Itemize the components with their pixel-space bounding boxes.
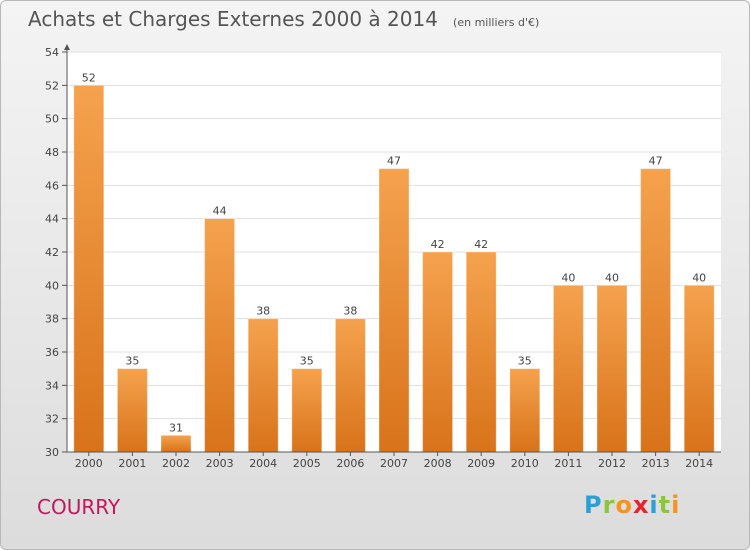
x-tick-label: 2001 <box>118 457 146 470</box>
y-tick-label: 36 <box>45 346 59 359</box>
bars <box>73 84 715 453</box>
x-tick-label: 2011 <box>554 457 582 470</box>
x-tick-label: 2000 <box>75 457 103 470</box>
bar <box>161 435 191 452</box>
y-tick-label: 44 <box>45 213 59 226</box>
title-row: Achats et Charges Externes 2000 à 2014 (… <box>28 7 539 31</box>
y-tick-label: 38 <box>45 313 59 326</box>
x-tick-label: 2010 <box>511 457 539 470</box>
data-labels: 52 35 31 44 38 35 38 47 42 42 35 40 40 47 40 <box>82 71 706 434</box>
data-label: 35 <box>300 355 314 368</box>
x-tick-label: 2004 <box>249 457 277 470</box>
data-label: 38 <box>343 305 357 318</box>
logo-letter: r <box>602 491 616 519</box>
data-label: 47 <box>387 155 401 168</box>
data-label: 40 <box>692 271 706 284</box>
data-label: 47 <box>649 155 663 168</box>
x-tick-label: 2005 <box>293 457 321 470</box>
y-tick-label: 50 <box>45 113 59 126</box>
y-tick-label: 30 <box>45 446 59 459</box>
x-tick-label: 2012 <box>598 457 626 470</box>
bar <box>509 368 540 452</box>
y-tick-label: 40 <box>45 279 59 292</box>
logo-letter: o <box>615 491 633 519</box>
logo-letter: i <box>649 491 659 519</box>
bar <box>73 85 104 452</box>
data-label: 31 <box>169 421 183 434</box>
x-tick-label: 2006 <box>336 457 364 470</box>
x-tick-label: 2003 <box>206 457 234 470</box>
y-tick-label: 32 <box>45 413 59 426</box>
data-label: 42 <box>431 238 445 251</box>
data-label: 38 <box>256 305 270 318</box>
logo-letter: i <box>671 491 681 519</box>
bar <box>422 252 453 452</box>
y-tick-label: 46 <box>45 179 59 192</box>
y-tick-label: 34 <box>45 379 59 392</box>
commune-name: COURRY <box>37 495 121 519</box>
bar <box>379 168 409 452</box>
bar <box>291 368 322 452</box>
bar <box>335 318 366 452</box>
x-tick-label: 2009 <box>467 457 495 470</box>
data-label: 52 <box>82 71 96 84</box>
chart-subtitle: (en milliers d'€) <box>453 16 540 29</box>
x-tick-label: 2007 <box>380 457 408 470</box>
y-tick-label: 52 <box>45 79 59 92</box>
bar <box>684 285 715 452</box>
chart-title: Achats et Charges Externes 2000 à 2014 <box>28 7 438 31</box>
y-tick-label: 42 <box>45 246 59 259</box>
x-tick-label: 2008 <box>424 457 452 470</box>
logo-letter: P <box>584 491 603 519</box>
proxiti-logo[interactable]: Proxiti <box>584 491 680 519</box>
bar <box>204 218 235 452</box>
y-tick-label: 48 <box>45 146 59 159</box>
data-label: 35 <box>125 355 139 368</box>
bar <box>466 252 497 452</box>
x-tick-label: 2002 <box>162 457 190 470</box>
data-label: 40 <box>605 271 619 284</box>
bar <box>553 285 584 452</box>
bar <box>640 168 671 452</box>
x-tick-label: 2013 <box>642 457 670 470</box>
bar <box>597 285 627 452</box>
data-label: 42 <box>474 238 488 251</box>
x-tick-label: 2014 <box>685 457 713 470</box>
data-label: 35 <box>518 355 532 368</box>
bar <box>117 368 148 452</box>
y-tick-label: 54 <box>45 46 59 59</box>
data-label: 40 <box>561 271 575 284</box>
bar <box>248 318 279 452</box>
logo-letter: t <box>658 491 672 519</box>
logo-letter: x <box>632 491 650 519</box>
y-axis-arrow <box>64 44 70 50</box>
axes: 30 32 34 36 38 40 42 44 46 48 50 52 54 2000 2001 2002 20… <box>45 44 721 470</box>
data-label: 44 <box>213 205 227 218</box>
